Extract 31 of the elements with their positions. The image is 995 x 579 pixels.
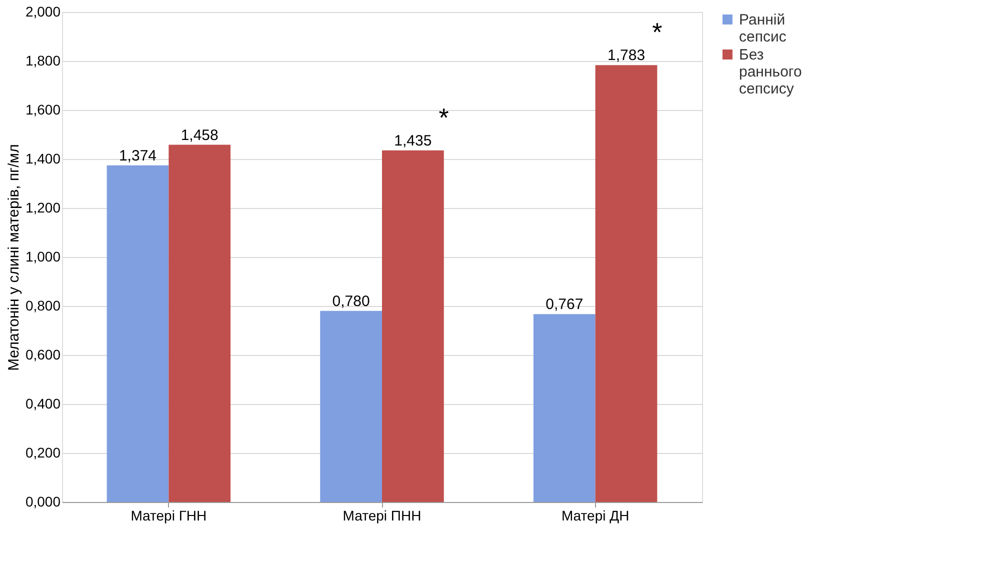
legend-label: Без раннього сепсису [739,46,802,98]
data-label: 0,767 [546,296,584,314]
y-tick-label: 0,000 [25,494,61,510]
annotation: * [438,102,449,132]
y-tick-label: 1,000 [25,248,61,264]
x-tick-label: Матері ГНН [130,508,207,524]
annotation: * [652,17,662,48]
data-label: 1,783 [607,47,646,64]
y-axis-title: Мелатонін у слині матерів, пг/мл [5,144,22,371]
y-tick-label: 1,200 [25,200,61,216]
bar [320,310,382,502]
x-tick-label: Матері ДН [561,508,630,524]
y-tick-label: 0,800 [25,298,61,314]
y-tick-label: 0,600 [25,346,61,362]
data-label: 1,435 [394,132,432,150]
y-tick-label: 1,600 [25,102,61,118]
x-tick-label: Матері ПНН [342,508,422,524]
y-tick-label: 1,800 [25,52,61,68]
data-label: 0,780 [332,292,370,310]
bar [168,144,231,502]
y-tick-label: 0,400 [25,396,61,412]
y-tick-label: 1,400 [25,150,61,166]
y-tick-label: 2,000 [25,4,61,20]
bar [382,150,444,502]
bar [533,314,596,502]
bar [106,165,169,502]
data-label: 1,374 [118,147,157,164]
data-label: 1,458 [180,126,218,144]
y-tick-label: 0,200 [25,444,61,460]
bar [595,65,658,502]
legend-label: Ранній сепсис [739,12,787,46]
